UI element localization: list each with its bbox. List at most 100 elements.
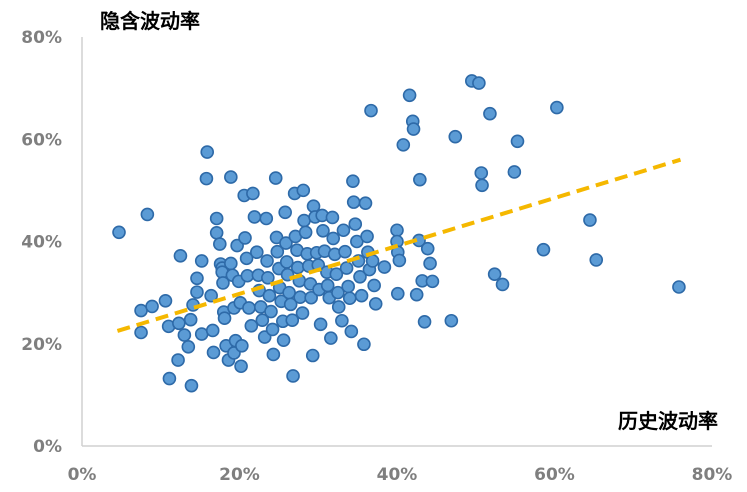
data-point bbox=[423, 256, 437, 271]
data-point bbox=[261, 270, 275, 285]
data-point bbox=[324, 331, 338, 345]
data-point bbox=[290, 260, 305, 275]
data-point bbox=[331, 300, 346, 314]
data-point bbox=[190, 271, 204, 286]
data-point bbox=[358, 196, 373, 210]
data-point bbox=[204, 288, 218, 303]
data-point bbox=[276, 333, 291, 347]
data-point bbox=[550, 100, 564, 115]
data-point bbox=[259, 211, 274, 226]
data-point bbox=[286, 369, 300, 383]
data-point bbox=[360, 229, 374, 244]
data-point bbox=[357, 337, 371, 352]
data-point bbox=[171, 353, 185, 367]
data-point bbox=[238, 231, 252, 245]
data-point bbox=[112, 225, 126, 240]
data-point bbox=[346, 174, 360, 188]
data-point bbox=[495, 277, 510, 292]
data-point bbox=[242, 301, 256, 315]
data-point bbox=[209, 226, 224, 240]
data-point bbox=[672, 280, 686, 294]
data-point bbox=[134, 303, 148, 318]
data-point bbox=[409, 287, 424, 302]
data-point bbox=[316, 223, 330, 238]
data-point bbox=[367, 278, 381, 293]
data-point bbox=[472, 76, 486, 90]
data-point bbox=[190, 285, 204, 299]
data-point bbox=[297, 213, 311, 228]
y-tick-label: 40% bbox=[21, 233, 62, 253]
data-point bbox=[335, 313, 349, 328]
data-point bbox=[341, 279, 355, 294]
y-axis-title: 隐含波动率 bbox=[100, 9, 200, 33]
data-point bbox=[402, 88, 417, 103]
data-point bbox=[583, 213, 597, 227]
data-point bbox=[392, 253, 407, 268]
data-point bbox=[250, 245, 264, 260]
data-point bbox=[172, 316, 186, 331]
data-point bbox=[293, 290, 307, 305]
x-tick-label: 0% bbox=[68, 465, 97, 485]
data-point bbox=[240, 268, 255, 283]
data-point bbox=[417, 314, 432, 329]
data-point bbox=[283, 297, 298, 312]
data-point bbox=[336, 223, 351, 238]
x-tick-label: 20% bbox=[219, 465, 260, 485]
data-point bbox=[390, 286, 405, 301]
trend-line bbox=[116, 157, 682, 333]
data-point bbox=[313, 317, 328, 332]
x-tick-label: 80% bbox=[692, 465, 733, 485]
data-point bbox=[298, 225, 313, 240]
data-point bbox=[268, 171, 283, 185]
data-point bbox=[217, 311, 232, 325]
data-point bbox=[507, 165, 522, 179]
data-point bbox=[194, 254, 209, 268]
data-point bbox=[134, 325, 148, 340]
data-point bbox=[589, 253, 604, 267]
data-point bbox=[279, 255, 294, 269]
data-point bbox=[266, 347, 281, 362]
data-point bbox=[536, 242, 551, 257]
data-point bbox=[255, 313, 270, 328]
data-point bbox=[234, 359, 248, 374]
data-point bbox=[162, 371, 177, 386]
data-point bbox=[140, 207, 155, 222]
data-point bbox=[158, 294, 173, 308]
x-axis-title: 历史波动率 bbox=[618, 409, 718, 433]
data-point bbox=[213, 237, 227, 251]
data-point bbox=[244, 319, 259, 333]
data-point bbox=[305, 348, 320, 363]
data-point bbox=[224, 256, 238, 271]
data-point bbox=[205, 323, 220, 338]
data-point bbox=[338, 244, 352, 259]
y-tick-label: 60% bbox=[21, 130, 62, 150]
data-point bbox=[235, 338, 249, 353]
data-point bbox=[474, 166, 489, 180]
data-point bbox=[326, 231, 341, 246]
data-point bbox=[425, 274, 440, 289]
x-tick-label: 40% bbox=[377, 465, 418, 485]
data-point bbox=[194, 327, 209, 341]
data-point bbox=[262, 288, 277, 303]
data-point bbox=[264, 304, 278, 319]
x-tick-label: 60% bbox=[534, 465, 575, 485]
data-point bbox=[510, 134, 525, 149]
data-point bbox=[487, 267, 502, 282]
data-point bbox=[304, 290, 318, 305]
data-point bbox=[239, 251, 254, 266]
data-point bbox=[483, 106, 497, 121]
data-point bbox=[278, 205, 292, 220]
data-point bbox=[364, 103, 378, 118]
data-point bbox=[329, 267, 344, 282]
data-point bbox=[246, 186, 260, 201]
data-point bbox=[181, 340, 196, 354]
data-point bbox=[353, 269, 367, 284]
y-tick-label: 20% bbox=[21, 335, 62, 355]
data-point bbox=[145, 299, 159, 314]
data-point bbox=[413, 172, 427, 187]
data-point bbox=[173, 249, 188, 263]
data-point bbox=[209, 211, 224, 226]
data-point bbox=[406, 122, 421, 136]
data-point bbox=[199, 171, 214, 186]
